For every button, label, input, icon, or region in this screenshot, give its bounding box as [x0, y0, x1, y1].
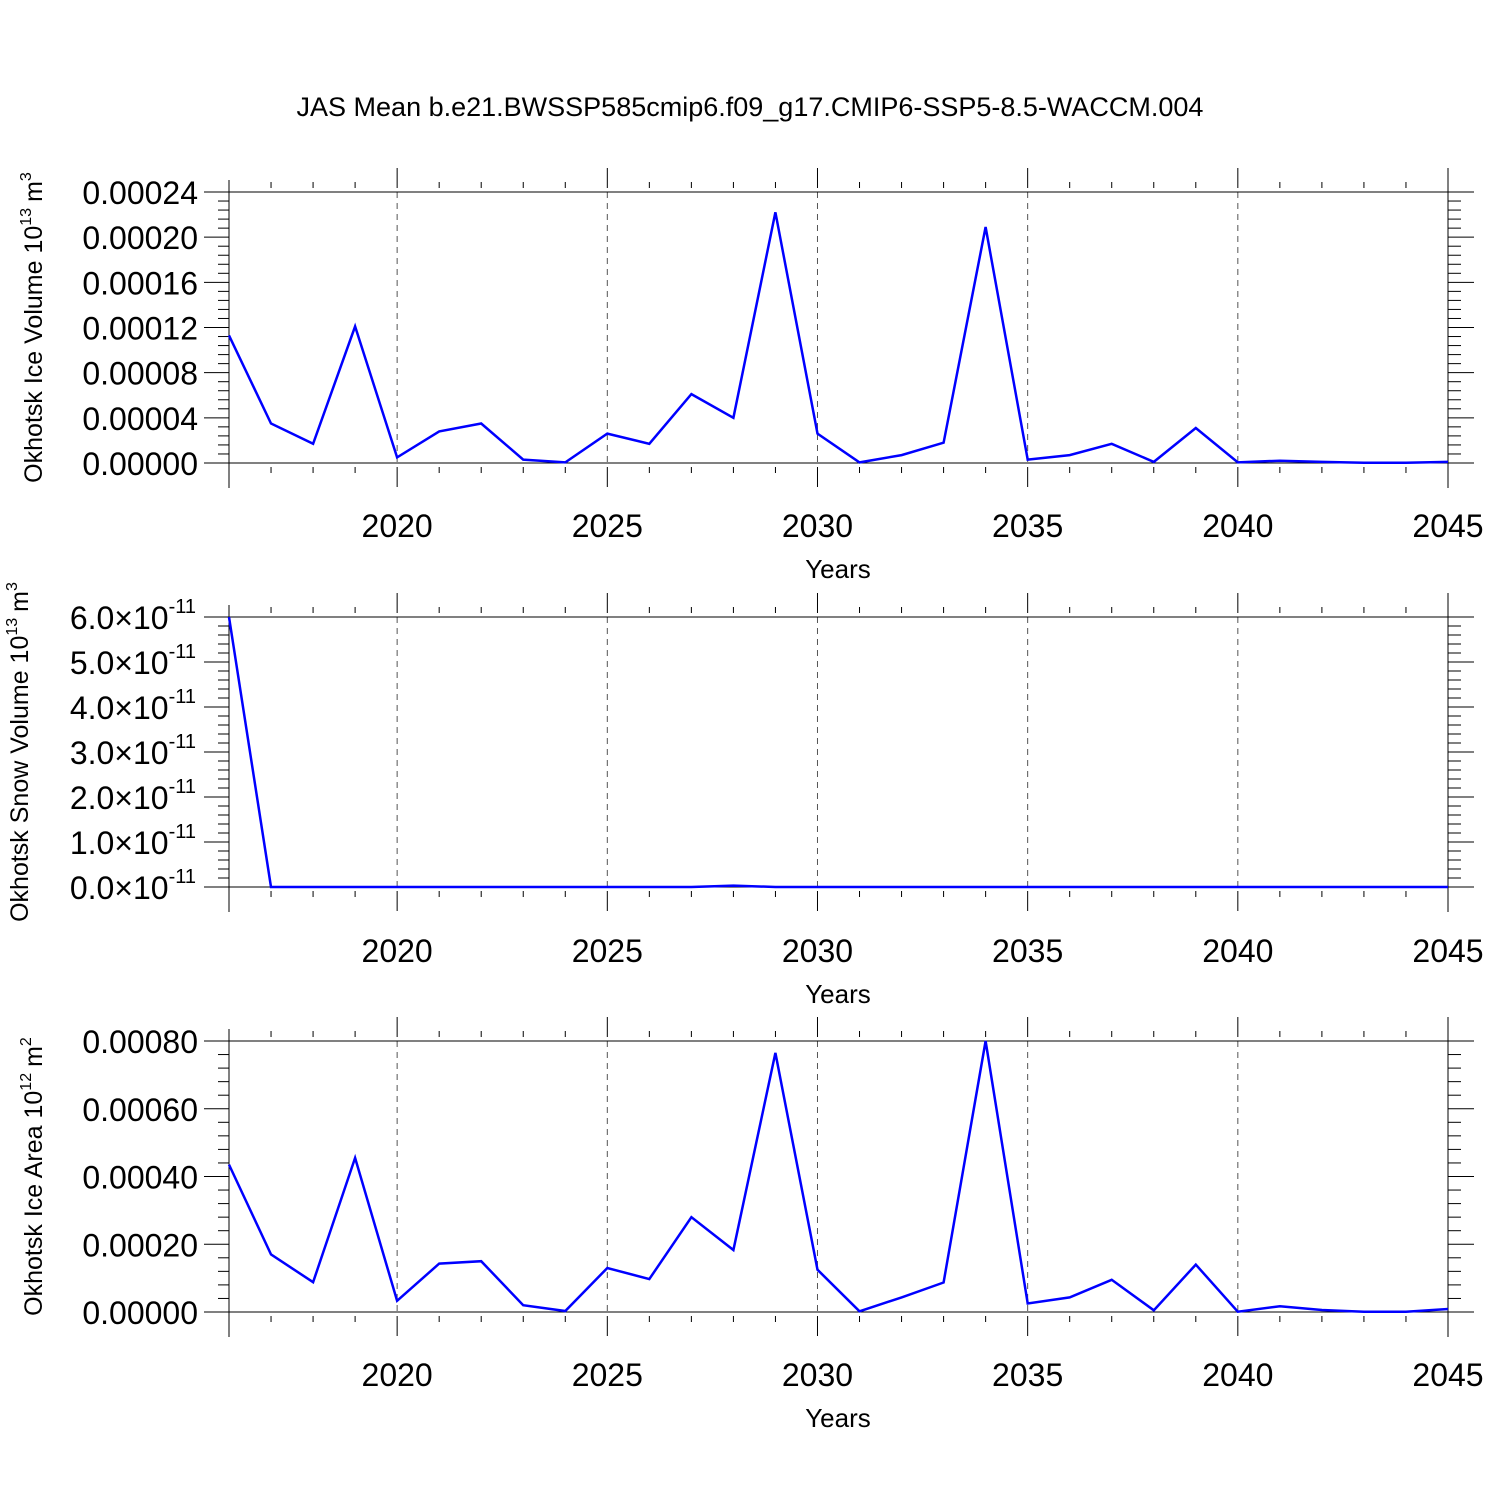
x-tick-label-2025: 2025	[572, 508, 643, 544]
x-tick-label-2035: 2035	[992, 508, 1063, 544]
y-tick-label-multiplier: ×10	[114, 825, 168, 861]
panel-snow-volume: 0.0×10-111.0×10-112.0×10-113.0×10-114.0×…	[4, 582, 1484, 1009]
y-tick-label-mantissa: 4.0	[70, 690, 114, 726]
panel-ice-area: 0.00000 0.00020 0.00040 0.00060 0.00080 2020 2…	[18, 1017, 1484, 1433]
y-axis-label-exponent: 13	[18, 208, 35, 226]
x-tick-label-2045: 2045	[1412, 508, 1483, 544]
x-tick-label-2040: 2040	[1202, 508, 1273, 544]
y-tick-label: 0.0×10-11	[70, 866, 196, 906]
y-axis-label-unit-exponent: 3	[18, 172, 35, 181]
y-tick-label-mantissa: 3.0	[70, 735, 114, 771]
y-axis-label-exponent: 13	[4, 618, 21, 636]
y-tick-label-exponent: -11	[169, 866, 196, 888]
y-tick-label: 1.0×10-11	[70, 821, 196, 861]
y-tick-label-multiplier: ×10	[114, 600, 168, 636]
x-tick-label-2035: 2035	[992, 933, 1063, 969]
y-tick-label-mantissa: 6.0	[70, 600, 114, 636]
chart-title: JAS Mean b.e21.BWSSP585cmip6.f09_g17.CMI…	[297, 92, 1204, 122]
y-axis-label: Okhotsk Ice Volume 1013 m3	[18, 172, 48, 483]
y-tick-label: 0.00020	[82, 220, 198, 256]
y-tick-label-exponent: -11	[169, 731, 196, 753]
y-axis-label-text: Okhotsk Ice Volume 10	[20, 226, 48, 483]
x-tick-label-2040: 2040	[1202, 1357, 1273, 1393]
series-line	[227, 616, 1448, 889]
y-tick-label: 0.00008	[82, 356, 198, 392]
x-axis-label: Years	[805, 979, 871, 1009]
y-tick-label-multiplier: ×10	[114, 690, 168, 726]
x-tick-label-2045: 2045	[1412, 933, 1483, 969]
x-tick-label-2045: 2045	[1412, 1357, 1483, 1393]
y-tick-label-multiplier: ×10	[114, 870, 168, 906]
y-tick-label-multiplier: ×10	[114, 735, 168, 771]
y-tick-label: 0.00080	[82, 1024, 198, 1060]
y-tick-label: 0.00060	[82, 1092, 198, 1128]
y-tick-label-exponent: -11	[169, 641, 196, 663]
y-tick-label: 0.00020	[82, 1227, 198, 1263]
y-tick-label: 0.00012	[82, 311, 198, 347]
y-axis-label: Okhotsk Snow Volume 1013 m3	[4, 582, 34, 922]
y-axis-label-unit-exponent: 3	[4, 582, 21, 591]
y-tick-label-multiplier: ×10	[114, 645, 168, 681]
y-tick-label: 5.0×10-11	[70, 641, 196, 681]
y-tick-label-exponent: -11	[169, 821, 196, 843]
y-axis-label-unit: m	[6, 591, 34, 612]
y-axis-label: Okhotsk Ice Area 1012 m2	[18, 1037, 48, 1316]
series-line	[227, 212, 1449, 465]
x-tick-label-2020: 2020	[362, 933, 433, 969]
y-tick-label-mantissa: 5.0	[70, 645, 114, 681]
y-tick-label: 0.00000	[82, 446, 198, 482]
y-tick-label: 0.00000	[82, 1295, 198, 1331]
y-tick-label: 2.0×10-11	[70, 776, 196, 816]
y-axis-label-exponent: 12	[18, 1073, 35, 1091]
y-tick-label: 0.00016	[82, 265, 198, 301]
y-axis-label-text: Okhotsk Snow Volume 10	[6, 636, 34, 922]
x-tick-label-2035: 2035	[992, 1357, 1063, 1393]
y-tick-label-multiplier: ×10	[114, 780, 168, 816]
x-tick-label-2030: 2030	[782, 1357, 853, 1393]
x-axis-label: Years	[805, 1403, 871, 1433]
panel-ice-volume: 0.00000 0.00004 0.00008 0.00012 0.00016 0.000…	[18, 168, 1484, 584]
y-tick-label-mantissa: 0.0	[70, 870, 114, 906]
y-tick-label: 6.0×10-11	[70, 596, 196, 636]
y-tick-label: 0.00040	[82, 1160, 198, 1196]
series-line	[227, 1040, 1449, 1314]
y-axis-label-unit: m	[20, 181, 48, 202]
x-axis-label: Years	[805, 554, 871, 584]
y-tick-label-exponent: -11	[169, 596, 196, 618]
x-tick-label-2025: 2025	[572, 1357, 643, 1393]
y-tick-label-mantissa: 1.0	[70, 825, 114, 861]
x-tick-label-2040: 2040	[1202, 933, 1273, 969]
x-tick-label-2025: 2025	[572, 933, 643, 969]
y-tick-label-mantissa: 2.0	[70, 780, 114, 816]
y-tick-label: 0.00004	[82, 401, 198, 437]
x-tick-label-2030: 2030	[782, 508, 853, 544]
y-axis-label-unit: m	[20, 1046, 48, 1067]
y-tick-label-exponent: -11	[169, 776, 196, 798]
y-tick-label: 4.0×10-11	[70, 686, 196, 726]
y-tick-label: 0.00024	[82, 175, 198, 211]
x-tick-label-2030: 2030	[782, 933, 853, 969]
x-tick-label-2020: 2020	[362, 1357, 433, 1393]
y-tick-label: 3.0×10-11	[70, 731, 196, 771]
y-axis-label-unit-exponent: 2	[18, 1037, 35, 1046]
y-axis-label-text: Okhotsk Ice Area 10	[20, 1091, 48, 1316]
y-tick-label-exponent: -11	[169, 686, 196, 708]
x-tick-label-2020: 2020	[362, 508, 433, 544]
